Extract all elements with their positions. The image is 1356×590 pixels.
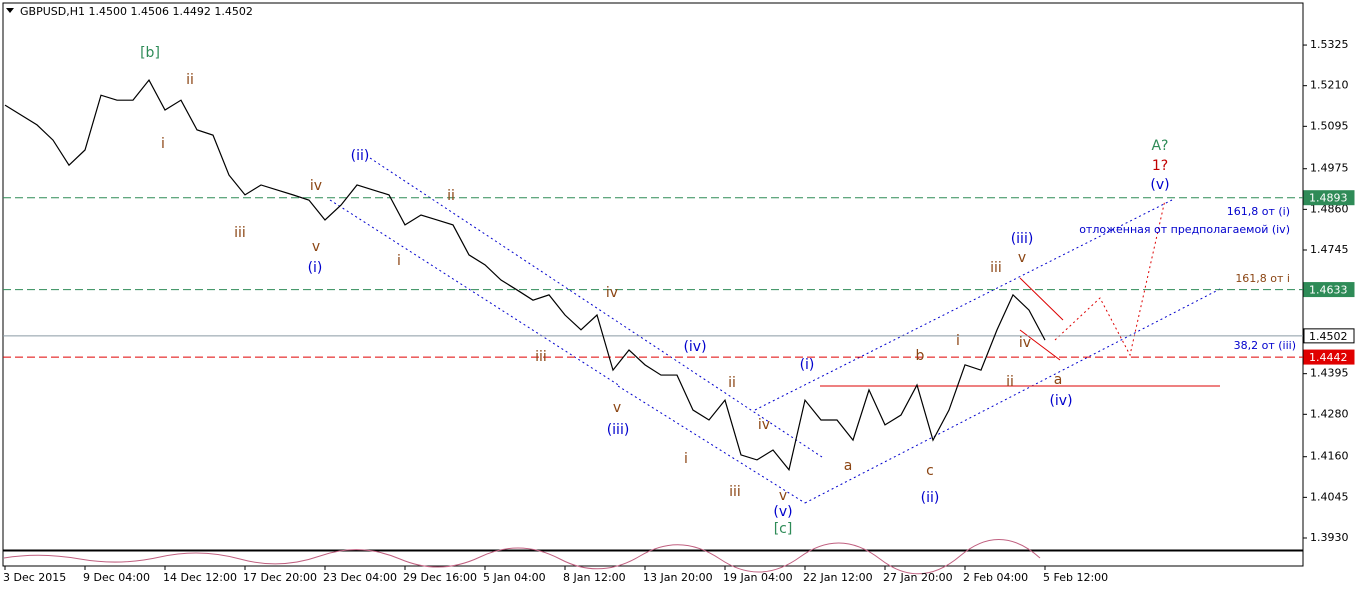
wave-label: a xyxy=(844,458,853,474)
y-tick-label: 1.4395 xyxy=(1310,367,1349,380)
x-tick-label: 5 Feb 12:00 xyxy=(1043,571,1108,584)
y-tick-label: 1.3930 xyxy=(1310,531,1349,544)
wave-label: a xyxy=(1054,372,1063,388)
wave-label: (iv) xyxy=(683,339,706,355)
red-marks xyxy=(820,199,1220,387)
wave-label: (v) xyxy=(1150,177,1169,193)
x-tick-label: 2 Feb 04:00 xyxy=(963,571,1028,584)
level-box xyxy=(1303,282,1355,298)
level-note: 161,8 от (i) xyxy=(1227,205,1290,218)
x-tick-label: 13 Jan 20:00 xyxy=(643,571,713,584)
wedge-line xyxy=(1019,277,1064,321)
level-label: 1.4442 xyxy=(1309,351,1348,364)
wave-label: ii xyxy=(1006,374,1014,390)
x-tick-label: 19 Jan 04:00 xyxy=(723,571,793,584)
wave-label: (i) xyxy=(308,260,323,276)
level-note: отложенная от предполагаемой (iv) xyxy=(1079,223,1290,236)
indicator-panel xyxy=(2,550,1304,567)
wave-label: iv xyxy=(606,285,618,301)
wave-label: b xyxy=(916,348,925,364)
wave-label: v xyxy=(779,488,787,504)
wave-label: (iii) xyxy=(607,422,630,438)
wave-label: (v) xyxy=(773,504,792,520)
indicator-line xyxy=(3,539,1041,575)
x-tick-label: 17 Dec 20:00 xyxy=(243,571,317,584)
y-tick-label: 1.4160 xyxy=(1310,450,1349,463)
wave-label: ii xyxy=(186,72,194,88)
wedge-line xyxy=(1019,329,1061,361)
wave-label: 1? xyxy=(1152,158,1168,174)
level-label: 1.4502 xyxy=(1309,330,1348,343)
x-tick-label: 14 Dec 12:00 xyxy=(163,571,237,584)
wave-label: iii xyxy=(535,349,547,365)
channel-line xyxy=(617,385,806,504)
wave-label: i xyxy=(161,136,165,152)
level-box xyxy=(1303,190,1355,206)
wave-label: A? xyxy=(1151,138,1168,154)
y-tick-label: 1.4745 xyxy=(1310,243,1349,256)
x-tick-label: 23 Dec 04:00 xyxy=(323,571,397,584)
y-tick-label: 1.4280 xyxy=(1310,407,1349,420)
wave-label: ii xyxy=(728,375,736,391)
wave-label: v xyxy=(312,239,320,255)
plot-frame xyxy=(2,2,1304,551)
menu-arrow xyxy=(6,8,14,13)
x-tick-label: 29 Dec 16:00 xyxy=(403,571,477,584)
wave-label: i xyxy=(397,253,401,269)
wave-label: (ii) xyxy=(921,490,940,506)
x-tick-label: 3 Dec 2015 xyxy=(3,571,66,584)
price-line xyxy=(4,78,1046,472)
wave-label: i xyxy=(684,451,688,467)
wave-label: ii xyxy=(447,188,455,204)
level-label: 1.4633 xyxy=(1309,284,1348,297)
wave-label: iv xyxy=(758,417,770,433)
y-tick-label: 1.4045 xyxy=(1310,490,1349,503)
level-box xyxy=(1303,349,1355,365)
wave-label: (iii) xyxy=(1011,231,1034,247)
wave-label: (iv) xyxy=(1049,393,1072,409)
wave-label: [b] xyxy=(140,45,160,61)
wave-label: iii xyxy=(234,225,246,241)
y-tick-label: 1.4860 xyxy=(1310,202,1349,215)
y-tick-label: 1.5210 xyxy=(1310,79,1349,92)
level-note: 38,2 от (iii) xyxy=(1234,339,1296,352)
wave-label: v xyxy=(1018,250,1026,266)
wave-label: iii xyxy=(990,260,1002,276)
wave-label: v xyxy=(613,400,621,416)
x-tick-label: 27 Jan 20:00 xyxy=(883,571,953,584)
channel-line xyxy=(369,157,823,458)
projection-path xyxy=(1054,199,1166,357)
wave-label: iii xyxy=(729,484,741,500)
y-tick-label: 1.4975 xyxy=(1310,162,1349,175)
chart-title: GBPUSD,H1 1.4500 1.4506 1.4492 1.4502 xyxy=(20,5,253,18)
wave-label: iv xyxy=(310,178,322,194)
level-note: 161,8 от i xyxy=(1235,272,1290,285)
wave-label: i xyxy=(956,333,960,349)
wave-label: c xyxy=(926,463,934,479)
wave-label: (i) xyxy=(800,357,815,373)
level-label: 1.4893 xyxy=(1309,192,1348,205)
wave-label: iv xyxy=(1019,335,1031,351)
wave-label: (ii) xyxy=(351,148,370,164)
wave-label: [c] xyxy=(774,521,793,537)
x-tick-label: 22 Jan 12:00 xyxy=(803,571,873,584)
y-tick-label: 1.5325 xyxy=(1310,38,1349,51)
y-tick-label: 1.5095 xyxy=(1310,119,1349,132)
channels xyxy=(329,157,1223,504)
x-tick-label: 5 Jan 04:00 xyxy=(483,571,546,584)
level-box xyxy=(1303,328,1355,344)
x-tick-label: 9 Dec 04:00 xyxy=(83,571,150,584)
x-tick-label: 8 Jan 12:00 xyxy=(563,571,626,584)
channel-line xyxy=(804,287,1223,504)
